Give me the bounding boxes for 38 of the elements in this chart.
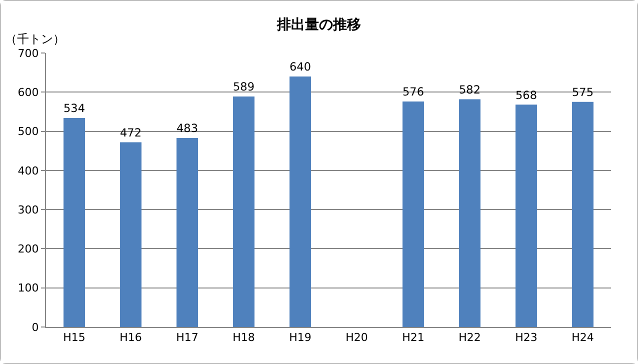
bar — [120, 142, 142, 327]
data-label: 582 — [459, 83, 480, 96]
bar — [572, 102, 594, 327]
x-tick-label: H23 — [515, 331, 538, 344]
chart-title: 排出量の推移 — [276, 16, 361, 33]
bar — [290, 76, 311, 327]
bar — [64, 118, 85, 327]
x-tick-label: H20 — [346, 331, 368, 344]
data-label: 472 — [120, 126, 142, 140]
x-tick-label: H18 — [232, 331, 255, 344]
bar — [459, 99, 480, 327]
bar — [176, 138, 198, 327]
y-tick-label: 400 — [18, 164, 39, 178]
x-tick-label: H24 — [572, 331, 594, 344]
y-tick-label: 700 — [18, 46, 39, 60]
data-label: 483 — [176, 122, 198, 136]
data-label: 576 — [402, 86, 424, 99]
bar — [402, 102, 424, 327]
y-tick-label: 500 — [18, 125, 39, 138]
x-tick-label: H21 — [402, 331, 424, 344]
x-tick-label: H17 — [176, 331, 198, 344]
y-axis-title: （千トン） — [5, 32, 65, 46]
x-tick-label: H16 — [120, 331, 142, 344]
data-label: 640 — [290, 60, 311, 74]
y-tick-label: 100 — [18, 282, 39, 295]
data-label: 568 — [516, 88, 537, 102]
data-label: 534 — [64, 102, 85, 116]
y-tick-label: 300 — [18, 203, 39, 216]
x-tick-label: H22 — [458, 331, 481, 344]
x-tick-label: H19 — [289, 331, 312, 344]
y-tick-label: 0 — [32, 320, 39, 334]
x-tick-label: H15 — [63, 331, 86, 344]
bar — [233, 96, 254, 327]
y-tick-label: 200 — [18, 242, 39, 256]
y-tick-label: 600 — [18, 86, 39, 99]
data-label: 575 — [572, 86, 594, 100]
data-label: 589 — [233, 80, 254, 94]
bar — [516, 104, 537, 327]
